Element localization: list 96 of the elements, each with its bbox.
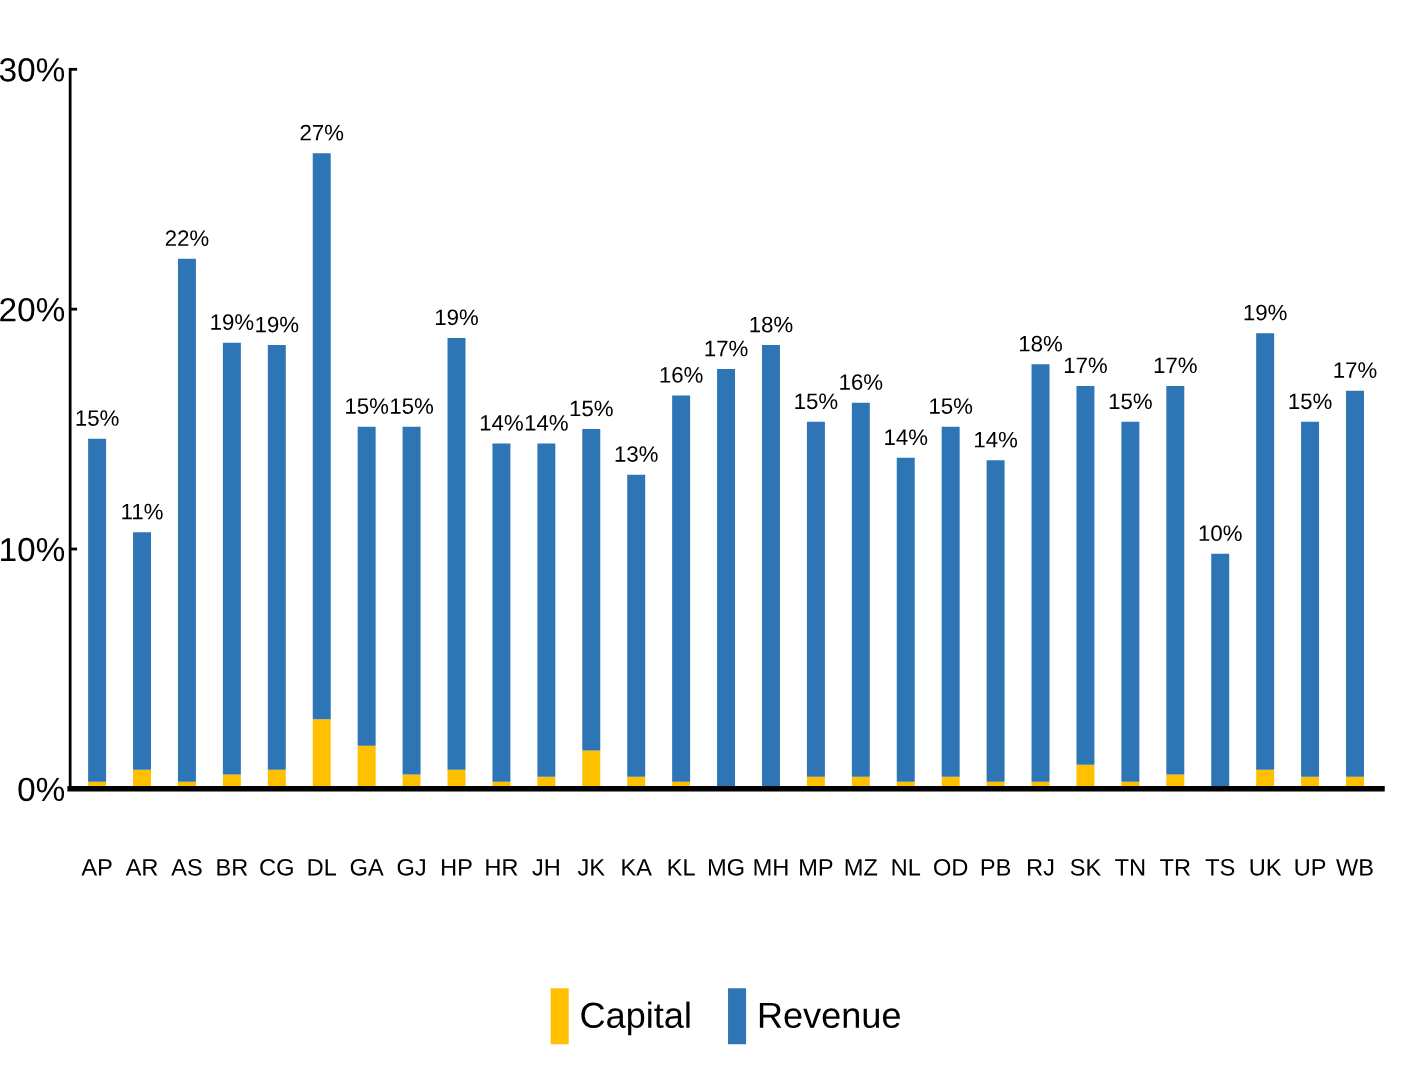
x-tick-label: JH	[532, 859, 559, 876]
x-tick-label: JK	[577, 859, 605, 876]
total-label: 15%	[930, 398, 973, 414]
bar	[1121, 421, 1140, 782]
total-label: 17%	[1064, 357, 1107, 374]
total-label: 22%	[165, 230, 209, 246]
bar	[761, 345, 780, 789]
legend-label: Revenue	[759, 1002, 900, 1029]
x-tick-label: MZ	[845, 859, 878, 876]
total-label: 15%	[391, 398, 434, 414]
total-label: 16%	[840, 374, 883, 390]
total-label: 16%	[660, 367, 703, 383]
bar	[941, 426, 960, 777]
bar	[312, 153, 331, 720]
y-tick-label: 10%	[1, 537, 65, 562]
total-label: 11%	[122, 503, 163, 520]
bar	[582, 750, 601, 789]
total-label: 19%	[211, 314, 254, 330]
bar	[402, 426, 421, 775]
x-tick-label: UP	[1295, 859, 1326, 876]
x-tick-label: OD	[934, 858, 968, 876]
total-label: 14%	[480, 415, 523, 431]
y-tick-label: 0%	[18, 777, 65, 802]
x-tick-label: PB	[981, 859, 1011, 876]
legend-label: Capital	[581, 1001, 690, 1036]
x-tick-label: KL	[668, 859, 695, 876]
x-tick-label: MP	[800, 859, 833, 876]
bar	[267, 345, 286, 770]
x-tick-label: TR	[1160, 859, 1190, 876]
bar	[1211, 553, 1230, 789]
total-label: 17%	[1154, 357, 1197, 374]
x-tick-label: RJ	[1028, 859, 1054, 876]
total-label: 14%	[525, 415, 568, 431]
x-tick-label: MH	[754, 859, 788, 876]
total-label: 17%	[1334, 362, 1377, 378]
x-tick-label: MG	[708, 858, 744, 876]
total-label: 15%	[570, 400, 613, 417]
bar	[222, 342, 241, 775]
x-tick-label: GA	[350, 858, 384, 876]
x-tick-label: NL	[892, 859, 921, 876]
bar	[851, 402, 870, 777]
x-tick-label: TN	[1115, 859, 1145, 876]
x-tick-label: CG	[260, 858, 293, 876]
total-label: 14%	[885, 429, 928, 446]
bar	[806, 421, 825, 777]
bar	[133, 532, 152, 770]
total-label: 14%	[975, 431, 1018, 448]
total-label: 10%	[1199, 525, 1242, 542]
total-label: 15%	[1109, 393, 1152, 410]
bar	[1301, 421, 1320, 777]
x-tick-label: AS	[171, 858, 202, 876]
total-label: 13%	[615, 446, 658, 462]
bar	[1256, 333, 1275, 770]
y-tick-label: 20%	[0, 297, 65, 322]
x-tick-label: AR	[125, 859, 158, 876]
bar	[537, 443, 556, 777]
bar	[1076, 385, 1095, 765]
total-label: 19%	[435, 309, 478, 326]
bar	[447, 337, 466, 770]
bar	[357, 426, 376, 746]
bar	[312, 719, 331, 789]
total-label: 15%	[1289, 393, 1332, 410]
total-label: 15%	[795, 393, 838, 410]
x-tick-label: BR	[217, 859, 248, 876]
bar	[1031, 364, 1050, 782]
x-tick-label: HR	[486, 859, 518, 876]
bar	[672, 395, 691, 782]
x-tick-label: HP	[442, 859, 472, 876]
x-tick-label: GJ	[397, 858, 425, 876]
total-label: 19%	[1244, 304, 1287, 321]
bar	[986, 460, 1005, 782]
bar	[177, 258, 196, 782]
bar	[88, 438, 107, 782]
bar	[1166, 385, 1185, 775]
x-tick-label: DL	[308, 859, 337, 876]
bar	[357, 745, 376, 789]
bar	[627, 474, 646, 777]
total-label: 19%	[256, 316, 299, 333]
total-label: 18%	[750, 316, 793, 333]
bar	[1346, 390, 1364, 777]
total-label: 27%	[300, 124, 344, 141]
x-tick-label: UK	[1250, 859, 1282, 876]
y-tick-label: 30%	[0, 58, 65, 82]
x-tick-label: SK	[1070, 858, 1101, 876]
total-label: 18%	[1019, 335, 1062, 352]
bar	[582, 429, 601, 751]
x-tick-label: WB	[1336, 859, 1373, 876]
total-label: 15%	[346, 398, 389, 414]
bar	[492, 443, 511, 782]
x-tick-label: AP	[81, 859, 112, 876]
x-tick-label: KA	[622, 859, 652, 876]
total-label: 17%	[705, 340, 748, 357]
x-tick-label: TS	[1205, 858, 1235, 876]
bar	[717, 369, 736, 789]
bar	[896, 457, 915, 782]
total-label: 15%	[76, 410, 119, 426]
